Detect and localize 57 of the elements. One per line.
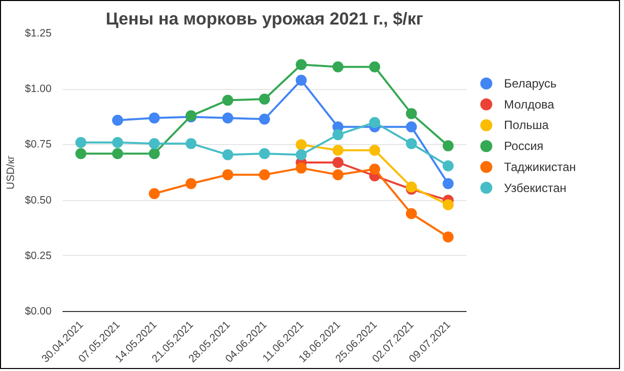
point bbox=[75, 148, 86, 160]
point bbox=[332, 157, 344, 168]
point bbox=[406, 208, 417, 220]
point bbox=[369, 164, 380, 175]
point bbox=[148, 112, 160, 124]
y-tick-label: $0.00 bbox=[24, 306, 52, 318]
y-tick-label: $1.00 bbox=[24, 83, 52, 96]
legend-label: Таджикистан bbox=[504, 160, 576, 174]
point bbox=[112, 114, 124, 126]
point bbox=[148, 188, 160, 200]
point bbox=[296, 149, 307, 160]
legend-label: Польша bbox=[504, 118, 549, 132]
point bbox=[332, 144, 344, 156]
point bbox=[148, 138, 160, 150]
y-tick-label: $1.25 bbox=[24, 28, 52, 40]
point bbox=[442, 178, 454, 190]
point bbox=[296, 162, 307, 174]
point bbox=[112, 148, 124, 160]
legend-label: Беларусь bbox=[504, 76, 557, 91]
point bbox=[222, 112, 234, 124]
point bbox=[442, 232, 454, 242]
point bbox=[222, 94, 234, 106]
y-tick-label: $0.50 bbox=[24, 194, 52, 206]
point bbox=[186, 178, 197, 190]
point bbox=[442, 160, 454, 172]
point bbox=[296, 74, 307, 86]
point bbox=[148, 148, 160, 160]
legend-label: Узбекистан bbox=[504, 180, 566, 195]
y-tick-label: $0.75 bbox=[24, 138, 52, 151]
legend-label: Молдова bbox=[504, 97, 555, 112]
point bbox=[259, 169, 270, 180]
point bbox=[296, 139, 307, 150]
point bbox=[406, 108, 417, 120]
point bbox=[332, 61, 344, 72]
y-axis-title: USD/кг bbox=[4, 155, 17, 190]
point bbox=[442, 199, 454, 210]
point bbox=[332, 169, 344, 180]
legend-label: Россия bbox=[504, 139, 544, 154]
point bbox=[186, 138, 197, 150]
point bbox=[259, 94, 270, 105]
point bbox=[406, 138, 417, 150]
point bbox=[222, 169, 234, 180]
point bbox=[369, 116, 380, 128]
point bbox=[259, 148, 270, 160]
point bbox=[296, 59, 307, 70]
point bbox=[369, 61, 380, 72]
point bbox=[75, 136, 86, 148]
chart-title: Цены на морковь урожая 2021 г., $/кг bbox=[106, 8, 424, 28]
point bbox=[442, 140, 454, 152]
y-tick-label: $0.25 bbox=[24, 250, 52, 262]
point bbox=[406, 181, 417, 192]
point bbox=[112, 136, 124, 148]
point bbox=[332, 129, 344, 140]
point bbox=[406, 121, 417, 132]
point bbox=[222, 149, 234, 160]
point bbox=[259, 114, 270, 125]
point bbox=[369, 144, 380, 156]
